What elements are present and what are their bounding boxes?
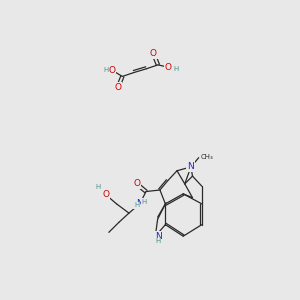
Text: N: N bbox=[155, 232, 161, 241]
Text: H: H bbox=[95, 184, 101, 190]
Text: H: H bbox=[155, 238, 161, 244]
Text: O: O bbox=[102, 190, 109, 199]
Text: O: O bbox=[150, 49, 157, 58]
Text: H: H bbox=[173, 67, 178, 73]
Text: H: H bbox=[134, 202, 139, 208]
Text: H: H bbox=[141, 199, 147, 205]
Text: O: O bbox=[165, 63, 172, 72]
Text: O: O bbox=[108, 66, 116, 75]
Text: H: H bbox=[103, 67, 109, 73]
Text: N: N bbox=[136, 200, 143, 208]
Text: O: O bbox=[114, 83, 121, 92]
Text: O: O bbox=[133, 179, 140, 188]
Text: CH₃: CH₃ bbox=[201, 154, 214, 160]
Text: N: N bbox=[188, 162, 194, 171]
